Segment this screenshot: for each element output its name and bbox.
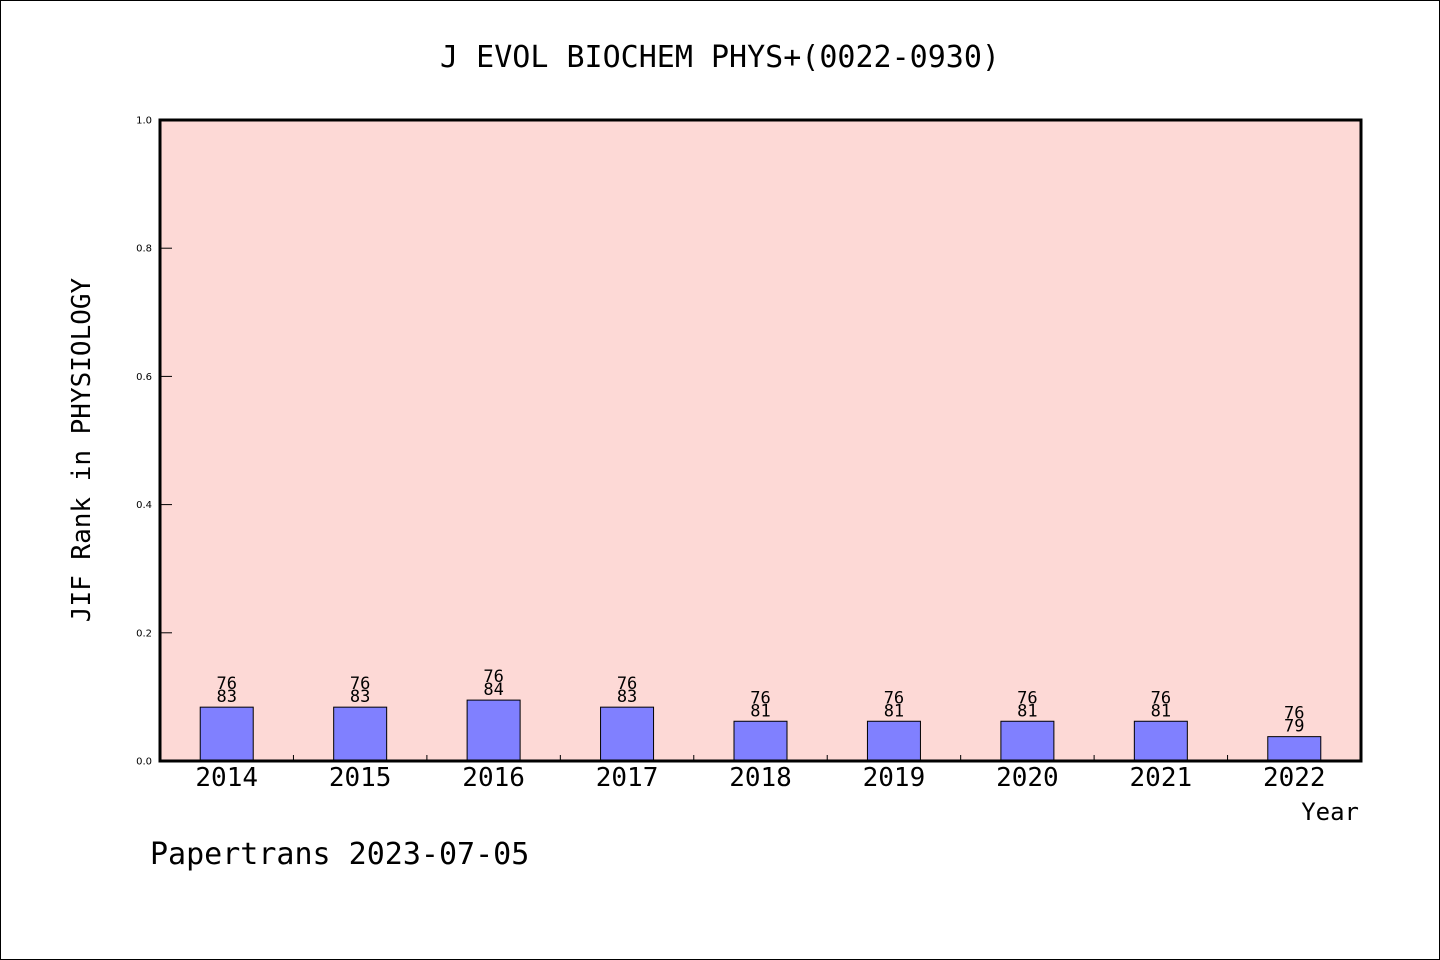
bar (1000, 720, 1055, 762)
x-tick-label: 2019 (863, 763, 926, 793)
bar-label-bottom: 81 (1151, 701, 1171, 721)
bar (466, 699, 521, 762)
bar-label-top: 76 (1284, 704, 1304, 724)
bar (333, 706, 388, 762)
y-tick-label: 0.4 (136, 500, 152, 511)
bar (733, 720, 788, 762)
y-tick-label: 1.0 (136, 116, 152, 127)
x-tick-label: 2021 (1130, 763, 1193, 793)
x-tick-label: 2014 (195, 763, 258, 793)
bar-label-bottom: 79 (1284, 717, 1304, 737)
bar (1133, 720, 1188, 762)
bar-label-top: 76 (884, 688, 904, 708)
bar-label-bottom: 81 (884, 701, 904, 721)
bar-label-top: 76 (216, 674, 236, 694)
y-tick-label: 0.2 (136, 628, 152, 639)
plot-area (160, 120, 1361, 761)
x-tick-label: 2015 (329, 763, 392, 793)
bar-label-top: 76 (483, 667, 503, 687)
plot-border (158, 118, 1363, 763)
x-tick-label: 2022 (1263, 763, 1326, 793)
x-tick-label: 2017 (596, 763, 659, 793)
footer-stamp: Papertrans 2023-07-05 (150, 837, 529, 872)
bar-label-bottom: 81 (750, 701, 770, 721)
y-axis-label: JIF Rank in PHYSIOLOGY (67, 277, 97, 622)
bar (199, 706, 254, 762)
y-tick-label: 0.0 (136, 757, 152, 768)
x-tick-label: 2016 (462, 763, 525, 793)
y-tick-label: 0.6 (136, 372, 152, 383)
bar-label-top: 76 (1151, 688, 1171, 708)
chart-title: J EVOL BIOCHEM PHYS+(0022-0930) (440, 40, 1000, 75)
x-tick-label: 2020 (996, 763, 1059, 793)
bar-label-bottom: 81 (1017, 701, 1037, 721)
bar (1267, 736, 1322, 762)
bar-label-bottom: 84 (483, 680, 503, 700)
bar-label-top: 76 (1017, 688, 1037, 708)
bar-label-bottom: 83 (216, 687, 236, 707)
bar-label-top: 76 (350, 674, 370, 694)
bar (600, 706, 655, 762)
bar-label-bottom: 83 (350, 687, 370, 707)
y-tick-label: 0.8 (136, 244, 152, 255)
bar-label-top: 76 (617, 674, 637, 694)
x-axis-label: Year (1301, 798, 1359, 826)
bar-label-top: 76 (750, 688, 770, 708)
bar (866, 720, 921, 762)
bar-label-bottom: 83 (617, 687, 637, 707)
x-tick-label: 2018 (729, 763, 792, 793)
